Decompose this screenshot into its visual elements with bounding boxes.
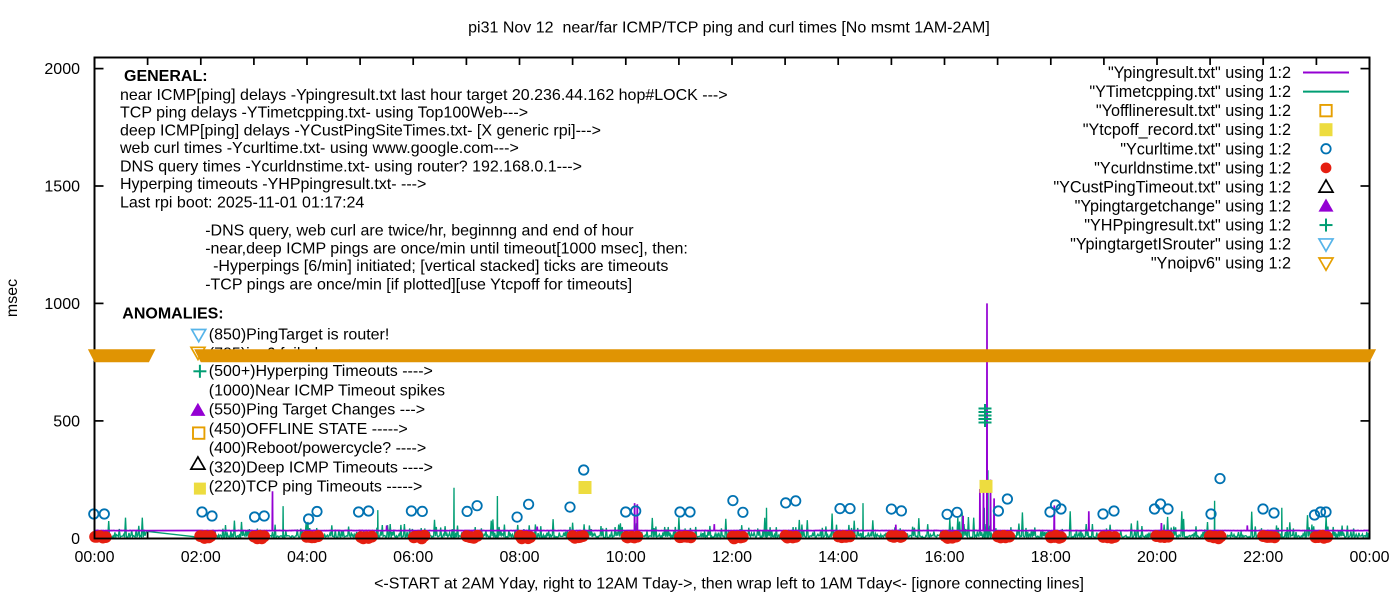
svg-text:10:00: 10:00 xyxy=(606,549,646,566)
svg-text:"YpingtargetISrouter" using 1:: "YpingtargetISrouter" using 1:2 xyxy=(1070,236,1291,254)
svg-text:(320)Deep ICMP Timeouts ---->: (320)Deep ICMP Timeouts ----> xyxy=(209,459,433,476)
svg-text:"Ypingtargetchange" using 1:2: "Ypingtargetchange" using 1:2 xyxy=(1075,198,1291,216)
svg-text:"Ycurldnstime.txt" using 1:2: "Ycurldnstime.txt" using 1:2 xyxy=(1094,159,1291,177)
svg-text:20:00: 20:00 xyxy=(1137,549,1177,566)
svg-text:00:00: 00:00 xyxy=(74,549,114,566)
svg-text:22:00: 22:00 xyxy=(1243,549,1283,566)
svg-text:GENERAL:: GENERAL: xyxy=(124,68,208,85)
svg-text:"YCustPingTimeout.txt" using 1: "YCustPingTimeout.txt" using 1:2 xyxy=(1053,178,1291,196)
svg-text:"Ycurltime.txt" using 1:2: "Ycurltime.txt" using 1:2 xyxy=(1120,140,1291,158)
svg-text:Hyperping timeouts -YHPpingres: Hyperping timeouts -YHPpingresult.txt- -… xyxy=(120,176,426,193)
svg-text:(500+)Hyperping Timeouts ---->: (500+)Hyperping Timeouts ----> xyxy=(209,363,433,380)
svg-text:<-START at 2AM Yday, right to: <-START at 2AM Yday, right to 12AM Tday-… xyxy=(374,576,1084,593)
svg-text:-DNS query, web curl are twice: -DNS query, web curl are twice/hr, begin… xyxy=(205,223,634,240)
svg-text:"Ynoipv6" using 1:2: "Ynoipv6" using 1:2 xyxy=(1151,255,1291,273)
svg-text:00:00: 00:00 xyxy=(1349,549,1389,566)
svg-text:-near,deep ICMP pings are once: -near,deep ICMP pings are once/min until… xyxy=(205,241,688,258)
svg-text:14:00: 14:00 xyxy=(818,549,858,566)
svg-text:"Yofflineresult.txt" using 1:2: "Yofflineresult.txt" using 1:2 xyxy=(1096,102,1291,120)
svg-text:"YHPpingresult.txt" using 1:2: "YHPpingresult.txt" using 1:2 xyxy=(1084,217,1291,235)
svg-text:2000: 2000 xyxy=(44,61,80,78)
svg-text:-Hyperpings [6/min] initiated;: -Hyperpings [6/min] initiated; [vertical… xyxy=(213,258,668,275)
svg-text:04:00: 04:00 xyxy=(287,549,327,566)
svg-text:(220)TCP ping Timeouts ----->: (220)TCP ping Timeouts -----> xyxy=(209,479,423,496)
svg-text:TCP ping delays -YTimetcpping.: TCP ping delays -YTimetcpping.txt- using… xyxy=(120,105,528,122)
svg-text:1000: 1000 xyxy=(44,296,80,313)
svg-text:Last rpi boot: 2025-11-01 01:1: Last rpi boot: 2025-11-01 01:17:24 xyxy=(120,195,364,212)
svg-text:ANOMALIES:: ANOMALIES: xyxy=(122,306,223,323)
svg-text:02:00: 02:00 xyxy=(181,549,221,566)
svg-text:DNS query times -Ycurldnstime.: DNS query times -Ycurldnstime.txt- using… xyxy=(120,158,582,175)
svg-text:-TCP pings are once/min [if pl: -TCP pings are once/min [if plotted][use… xyxy=(205,276,632,293)
svg-text:web curl times -Ycurltime.txt-: web curl times -Ycurltime.txt- using www… xyxy=(119,140,519,157)
svg-text:08:00: 08:00 xyxy=(499,549,539,566)
svg-text:(550)Ping Target Changes --->: (550)Ping Target Changes ---> xyxy=(209,402,425,419)
svg-text:18:00: 18:00 xyxy=(1031,549,1071,566)
svg-text:(850)PingTarget is router!: (850)PingTarget is router! xyxy=(209,327,390,344)
svg-text:(1000)Near ICMP Timeout spikes: (1000)Near ICMP Timeout spikes xyxy=(209,382,445,399)
svg-text:msec: msec xyxy=(4,279,21,317)
svg-text:16:00: 16:00 xyxy=(924,549,964,566)
svg-text:06:00: 06:00 xyxy=(393,549,433,566)
svg-text:12:00: 12:00 xyxy=(712,549,752,566)
svg-text:deep ICMP[ping] delays -YCustP: deep ICMP[ping] delays -YCustPingSiteTim… xyxy=(120,123,601,140)
svg-text:(450)OFFLINE STATE ----->: (450)OFFLINE STATE -----> xyxy=(209,421,408,438)
svg-text:near ICMP[ping] delays -Ypingr: near ICMP[ping] delays -Ypingresult.txt … xyxy=(120,87,728,104)
svg-text:500: 500 xyxy=(53,413,80,430)
svg-text:"YTimetcpping.txt" using 1:2: "YTimetcpping.txt" using 1:2 xyxy=(1089,83,1291,101)
svg-text:(400)Reboot/powercycle? ---->: (400)Reboot/powercycle? ----> xyxy=(209,440,426,457)
svg-text:pi31 Nov 12 near/far ICMP/TCP: pi31 Nov 12 near/far ICMP/TCP ping and c… xyxy=(468,19,990,36)
svg-text:1500: 1500 xyxy=(44,179,80,196)
svg-text:0: 0 xyxy=(71,531,80,548)
svg-text:"Ytcpoff_record.txt" using 1:2: "Ytcpoff_record.txt" using 1:2 xyxy=(1083,121,1291,139)
svg-text:"Ypingresult.txt" using 1:2: "Ypingresult.txt" using 1:2 xyxy=(1108,64,1291,82)
